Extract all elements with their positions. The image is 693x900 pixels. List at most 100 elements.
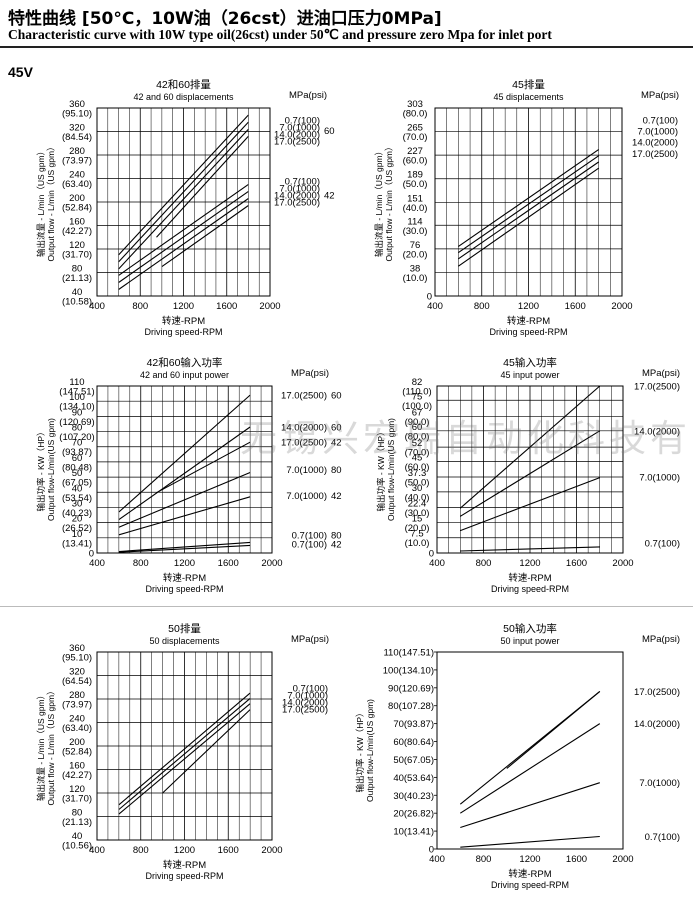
series-label-suffix: 80 [331,465,342,476]
series-line-2 [458,155,599,254]
series-line-2 [118,697,251,810]
y-tick-label-secondary: (20.0) [405,523,430,534]
series-label: 7.0(1000) [286,491,327,502]
x-tick-label: 1600 [565,301,586,312]
y-tick-label-secondary: (30.0) [403,226,428,237]
y-tick-label: 70 [72,438,83,449]
y-tick-label: 110(147.51) [383,648,434,659]
series-line-6 [118,190,249,283]
x-tick-label: 1200 [519,854,540,865]
y-tick-label: 76 [410,240,421,251]
y-tick-label-secondary: (60.0) [403,156,428,167]
series-label: 14.0(2000) [632,138,678,149]
series-line-3 [460,477,600,532]
y-tick-label: 320 [69,667,85,678]
x-tick-label: 400 [429,854,445,865]
series-label: 7.0(1000) [279,183,320,194]
y-tick-label: 30 [72,498,83,509]
y-tick-label: 80 [72,808,83,819]
x-axis-label: 转速-RPM [162,315,205,327]
y-tick-label: 227 [407,146,423,157]
y-tick-label: 240 [69,170,85,181]
x-axis-label-en: Driving speed-RPM [491,880,569,890]
y-tick-label-secondary: (10.0) [403,273,428,284]
y-axis-label-en: Output flow - L/min（US gpm） [46,142,56,261]
series-line-6 [118,541,251,553]
x-tick-label: 1600 [218,845,239,856]
y-tick-label-secondary: (10.0) [405,538,430,549]
series-label: 7.0(1000) [637,126,678,137]
series-line-3 [458,161,599,260]
y-tick-label: 20(26.82) [393,809,434,820]
y-tick-label-secondary: (64.54) [62,676,92,687]
series-line-7 [118,198,249,290]
y-tick-label: 75 [412,391,423,402]
y-tick-label: 120 [69,240,85,251]
pressure-unit-label: MPa(psi) [642,368,680,379]
y-tick-label: 189 [407,170,423,181]
y-tick-label: 22.4 [408,498,427,509]
series-label: 0.7(100) [645,538,680,549]
x-tick-label: 1600 [566,854,587,865]
y-tick-label-secondary: (42.27) [62,226,92,237]
series-label: 0.7(100) [645,832,680,843]
y-tick-label-secondary: (52.84) [62,203,92,214]
x-axis-label-en: Driving speed-RPM [144,327,222,337]
chart-title: 45输入功率 [503,356,557,369]
y-tick-label: 90 [72,407,83,418]
y-tick-label: 0 [427,292,432,303]
y-tick-label: 280 [69,146,85,157]
y-axis-label-en: Output flow - L/min（US gpm） [384,142,394,261]
series-label: 7.0(1000) [286,465,327,476]
series-line-1 [118,114,249,256]
y-tick-label: 120 [69,784,85,795]
y-tick-label: 10(13.41) [393,827,434,838]
x-tick-label: 800 [476,854,492,865]
x-axis-label-en: Driving speed-RPM [489,327,567,337]
y-tick-label: 240 [69,714,85,725]
y-tick-label-secondary: (40.23) [62,508,92,519]
series-line-2 [506,690,601,769]
series-line-5 [118,183,249,276]
y-tick-label: 100(134.10) [383,665,434,676]
y-axis-label: 输出流量 - L/min（US gpm） [36,691,46,801]
y-tick-label: 50 [72,468,83,479]
series-line-1 [118,692,251,806]
series-line-5 [460,835,600,848]
y-tick-label-secondary: (42.27) [62,770,92,781]
series-line-7 [118,544,251,553]
series-label-suffix: 42 [331,491,342,502]
series-label: 7.0(1000) [639,473,680,484]
pressure-unit-label: MPa(psi) [642,634,680,645]
x-axis-label: 转速-RPM [508,572,551,584]
series-label: 7.0(1000) [639,778,680,789]
y-tick-label-secondary: (70.0) [403,132,428,143]
y-axis-label-en: Output flow-L/min(US gpm) [46,418,56,521]
y-tick-label-secondary: (67.05) [62,478,92,489]
y-tick-label: 80 [72,264,83,275]
x-tick-label: 800 [132,301,148,312]
series-line-4 [458,167,599,267]
voltage-label: 45V [8,64,33,80]
y-tick-label-secondary: (53.54) [62,493,92,504]
y-tick-label: 80(107.28) [388,701,434,712]
y-tick-label: 160 [69,761,85,772]
chart-subtitle: 45 displacements [493,92,564,102]
y-tick-label: 151 [407,193,423,204]
x-tick-label: 400 [89,558,105,569]
y-tick-label: 38 [410,263,421,274]
y-tick-label: 10 [72,529,83,540]
y-tick-label: 30 [412,483,423,494]
series-label: 17.0(2500) [274,136,320,147]
x-axis-label: 转速-RPM [163,572,206,584]
series-label: 17.0(2500) [281,391,327,402]
series-label: 14.0(2000) [274,190,320,201]
y-tick-label-secondary: (95.10) [62,653,92,664]
series-line-5 [118,496,251,536]
y-tick-label: 70(93.87) [393,719,434,730]
y-tick-label: 110 [69,377,84,388]
watermark: 无锡兴宏瑞自动化科技有限公司 [240,417,693,460]
